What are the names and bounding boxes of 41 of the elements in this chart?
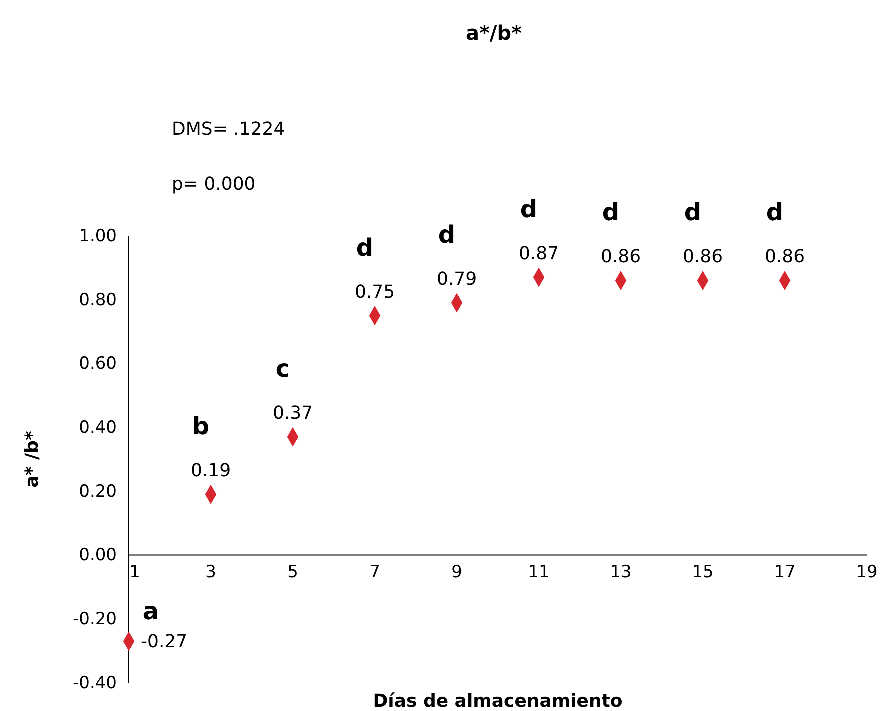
annotation: b (192, 412, 210, 441)
data-label: 0.75 (354, 282, 396, 303)
annotation: d (766, 198, 784, 227)
annotation: d (438, 221, 456, 250)
annotation: d (684, 198, 702, 227)
data-label: 0.86 (600, 246, 642, 268)
x-tick-label: 11 (528, 562, 550, 582)
y-tick-label: -0.20 (73, 610, 117, 630)
text: p= 0.000 (172, 174, 256, 195)
text: DMS= .1224 (172, 119, 286, 140)
data-label: -0.27 (141, 631, 188, 652)
x-tick-label: 9 (452, 562, 462, 582)
data-label: 0.19 (190, 460, 232, 482)
y-tick-label: 0.20 (79, 482, 117, 502)
x-tick-label: 5 (288, 562, 298, 582)
annotation: d (602, 198, 620, 227)
data-label: 0.37 (272, 403, 314, 424)
x-tick-label: 7 (370, 562, 380, 582)
x-tick-label: 17 (774, 562, 796, 582)
data-label: 0.86 (682, 246, 724, 268)
annotation: d (356, 234, 374, 262)
y-tick-label: 0.60 (79, 354, 117, 374)
x-tick-label: 3 (206, 562, 216, 582)
data-label: 0.87 (518, 244, 560, 265)
x-tick-label: 19 (856, 562, 878, 582)
y-axis-title: a* /b* (22, 430, 43, 488)
data-label: 0.86 (764, 246, 806, 268)
x-axis-title: Días de almacenamiento (373, 691, 623, 711)
annotation: a (142, 597, 160, 626)
x-tick-label: 1 (130, 562, 140, 582)
y-tick-label: 0.80 (79, 290, 117, 310)
y-tick-label: -0.40 (73, 673, 117, 694)
y-tick-label: 1.00 (79, 226, 117, 246)
y-tick-label: 0.00 (79, 546, 117, 566)
x-tick-label: 13 (610, 562, 632, 582)
y-tick-label: 0.40 (79, 418, 117, 438)
x-tick-label: 15 (692, 562, 714, 582)
chart-title: a*/b* (466, 21, 523, 45)
annotation: c (276, 355, 290, 384)
data-label: 0.79 (436, 269, 478, 290)
annotation: d (520, 196, 538, 224)
